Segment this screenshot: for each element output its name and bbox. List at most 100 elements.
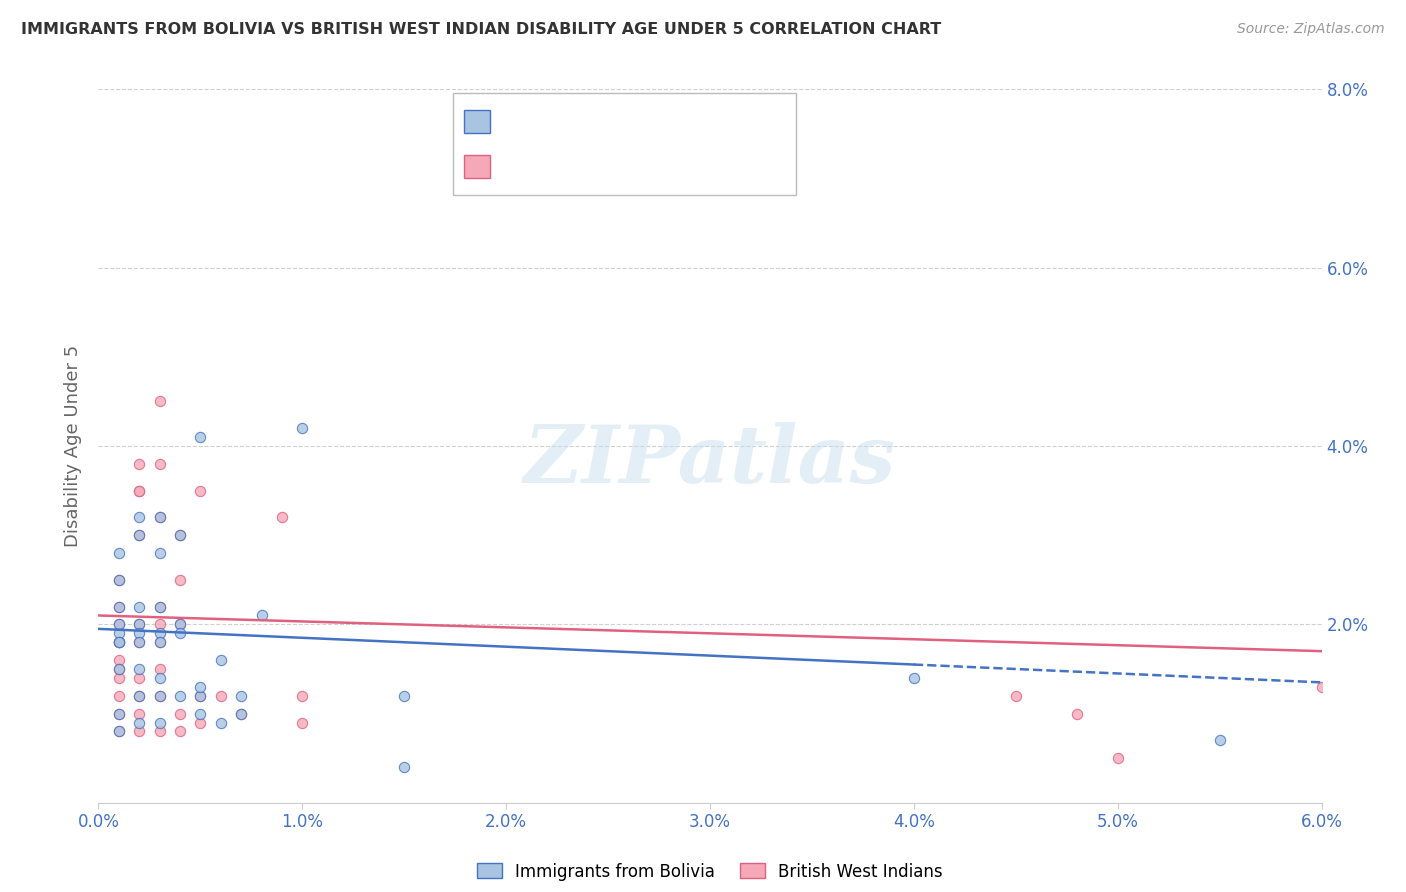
Point (149, 689, 172, 703)
Point (169, 617, 191, 632)
Point (149, 617, 172, 632)
Point (128, 689, 150, 703)
Point (108, 573, 131, 587)
Point (108, 706, 131, 721)
Point (1310, 680, 1333, 694)
Point (128, 706, 150, 721)
Point (169, 724, 191, 739)
Point (231, 706, 253, 721)
Point (108, 724, 131, 739)
Point (149, 599, 172, 614)
Point (108, 635, 131, 649)
Point (128, 715, 150, 730)
Point (149, 457, 172, 471)
Text: Source: ZipAtlas.com: Source: ZipAtlas.com (1237, 22, 1385, 37)
Point (270, 510, 292, 524)
Point (1066, 706, 1088, 721)
Point (188, 483, 212, 498)
Text: R =: R = (498, 158, 534, 176)
Point (108, 653, 131, 667)
Point (108, 599, 131, 614)
Point (149, 510, 172, 524)
Point (169, 689, 191, 703)
Point (169, 528, 191, 542)
Point (128, 528, 150, 542)
Text: -0.102: -0.102 (537, 112, 598, 130)
Point (108, 599, 131, 614)
Point (149, 546, 172, 560)
Text: ZIPatlas: ZIPatlas (524, 422, 896, 499)
Point (128, 617, 150, 632)
Point (188, 715, 212, 730)
Point (128, 635, 150, 649)
Text: 47: 47 (631, 158, 655, 176)
Point (169, 573, 191, 587)
Point (209, 689, 232, 703)
Point (149, 724, 172, 739)
Point (169, 617, 191, 632)
Point (108, 724, 131, 739)
Point (149, 671, 172, 685)
Point (1107, 751, 1129, 765)
Text: 45: 45 (631, 112, 655, 130)
Point (128, 626, 150, 640)
Point (108, 635, 131, 649)
Point (108, 626, 131, 640)
Point (128, 457, 150, 471)
Point (128, 662, 150, 676)
Point (149, 689, 172, 703)
Point (291, 689, 314, 703)
Point (128, 689, 150, 703)
Point (149, 626, 172, 640)
Point (392, 760, 416, 774)
Point (108, 671, 131, 685)
Text: -0.088: -0.088 (537, 158, 596, 176)
Point (108, 662, 131, 676)
Text: R =: R = (498, 112, 534, 130)
Point (108, 617, 131, 632)
Point (209, 653, 232, 667)
Point (188, 430, 212, 444)
Point (149, 510, 172, 524)
Point (108, 635, 131, 649)
Point (128, 510, 150, 524)
Point (128, 671, 150, 685)
Point (108, 662, 131, 676)
Point (250, 608, 273, 623)
Text: IMMIGRANTS FROM BOLIVIA VS BRITISH WEST INDIAN DISABILITY AGE UNDER 5 CORRELATIO: IMMIGRANTS FROM BOLIVIA VS BRITISH WEST … (21, 22, 942, 37)
Text: N =: N = (599, 158, 637, 176)
Point (128, 635, 150, 649)
Point (149, 635, 172, 649)
Point (188, 689, 212, 703)
Point (149, 662, 172, 676)
Point (169, 528, 191, 542)
Point (128, 528, 150, 542)
Point (169, 626, 191, 640)
Point (149, 394, 172, 409)
Point (108, 546, 131, 560)
Point (149, 635, 172, 649)
Point (108, 635, 131, 649)
Point (128, 483, 150, 498)
Point (128, 483, 150, 498)
Point (291, 421, 314, 435)
Point (903, 671, 925, 685)
Point (108, 573, 131, 587)
Point (108, 689, 131, 703)
Point (149, 599, 172, 614)
Point (169, 706, 191, 721)
Point (128, 599, 150, 614)
Legend: Immigrants from Bolivia, British West Indians: Immigrants from Bolivia, British West In… (470, 856, 950, 888)
Point (188, 680, 212, 694)
Point (209, 715, 232, 730)
Point (291, 715, 314, 730)
Point (149, 715, 172, 730)
Text: N =: N = (599, 112, 637, 130)
Point (108, 706, 131, 721)
Point (231, 689, 253, 703)
Point (128, 617, 150, 632)
Point (188, 706, 212, 721)
Point (128, 724, 150, 739)
Point (1208, 733, 1232, 747)
Point (188, 689, 212, 703)
